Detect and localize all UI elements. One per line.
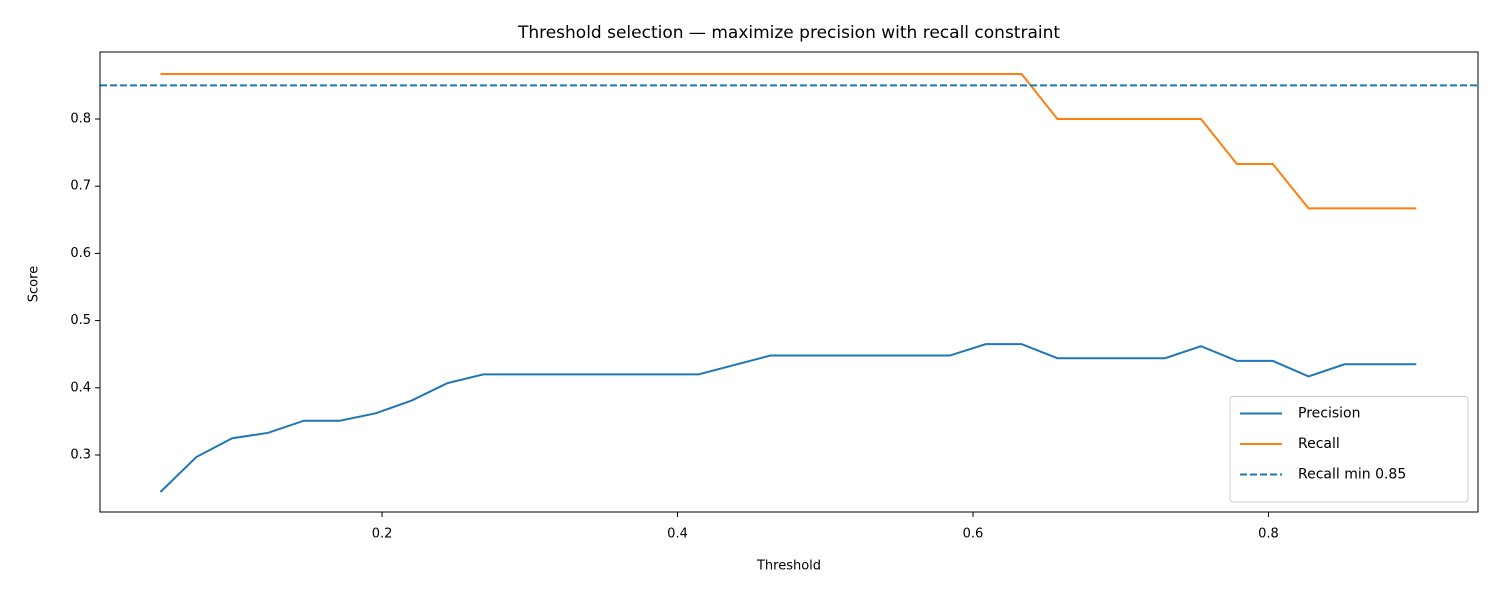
legend-label: Recall min 0.85 [1298, 467, 1406, 483]
legend-box [1229, 396, 1469, 503]
y-tick-label: 0.7 [70, 179, 91, 194]
x-tick-label: 0.8 [1258, 527, 1279, 542]
line [159, 343, 1417, 493]
legend-label: Precision [1298, 406, 1360, 422]
y-tick-label: 0.8 [70, 112, 91, 127]
y-tick-label: 0.4 [70, 380, 91, 395]
plot-frame [99, 51, 1479, 513]
y-tick-label: 0.3 [70, 448, 91, 463]
line [160, 72, 1417, 210]
x-tick-label: 0.6 [963, 527, 984, 542]
y-axis-label: Score [27, 266, 42, 302]
chart-title: Threshold selection — maximize precision… [517, 23, 1060, 43]
y-tick-label: 0.5 [70, 313, 91, 328]
legend-label: Recall [1298, 436, 1340, 452]
x-axis-label: Threshold [756, 559, 821, 574]
x-tick-label: 0.2 [372, 527, 393, 542]
x-tick-label: 0.4 [667, 527, 688, 542]
y-tick-label: 0.6 [70, 246, 91, 261]
